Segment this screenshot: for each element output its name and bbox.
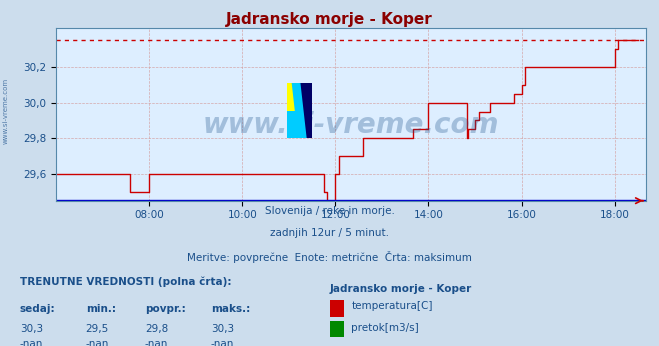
- Text: www.si-vreme.com: www.si-vreme.com: [2, 78, 9, 144]
- Polygon shape: [292, 83, 306, 138]
- Text: pretok[m3/s]: pretok[m3/s]: [351, 323, 419, 333]
- Text: Slovenija / reke in morje.: Slovenija / reke in morje.: [264, 206, 395, 216]
- Text: 30,3: 30,3: [211, 324, 234, 334]
- Text: Meritve: povprečne  Enote: metrične  Črta: maksimum: Meritve: povprečne Enote: metrične Črta:…: [187, 251, 472, 263]
- Text: -nan: -nan: [211, 339, 234, 346]
- Text: TRENUTNE VREDNOSTI (polna črta):: TRENUTNE VREDNOSTI (polna črta):: [20, 277, 231, 287]
- Bar: [299, 83, 312, 138]
- Bar: [287, 111, 299, 138]
- Text: zadnjih 12ur / 5 minut.: zadnjih 12ur / 5 minut.: [270, 228, 389, 238]
- Text: Jadransko morje - Koper: Jadransko morje - Koper: [226, 12, 433, 27]
- Text: min.:: min.:: [86, 304, 116, 315]
- Text: maks.:: maks.:: [211, 304, 250, 315]
- Text: www.si-vreme.com: www.si-vreme.com: [203, 111, 499, 138]
- Text: Jadransko morje - Koper: Jadransko morje - Koper: [330, 284, 472, 294]
- Text: temperatura[C]: temperatura[C]: [351, 301, 433, 311]
- Text: 29,8: 29,8: [145, 324, 168, 334]
- Text: -nan: -nan: [86, 339, 109, 346]
- Text: sedaj:: sedaj:: [20, 304, 55, 315]
- Bar: [287, 83, 299, 111]
- Text: -nan: -nan: [20, 339, 43, 346]
- Text: povpr.:: povpr.:: [145, 304, 186, 315]
- Text: 29,5: 29,5: [86, 324, 109, 334]
- Text: 30,3: 30,3: [20, 324, 43, 334]
- Text: -nan: -nan: [145, 339, 168, 346]
